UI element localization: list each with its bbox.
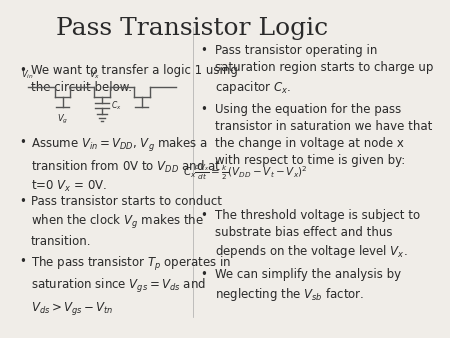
Text: •: • bbox=[200, 268, 207, 281]
Text: Assume $V_{in} = V_{DD}$, $V_g$ makes a
transition from 0V to $V_{DD}$ and at
t=: Assume $V_{in} = V_{DD}$, $V_g$ makes a … bbox=[31, 136, 220, 194]
Text: We can simplify the analysis by
neglecting the $V_{sb}$ factor.: We can simplify the analysis by neglecti… bbox=[215, 268, 401, 303]
Text: •: • bbox=[200, 44, 207, 57]
Text: •: • bbox=[19, 255, 26, 268]
Text: Pass transistor starts to conduct
when the clock $V_g$ makes the
transition.: Pass transistor starts to conduct when t… bbox=[31, 195, 221, 248]
Text: Using the equation for the pass
transistor in saturation we have that
the change: Using the equation for the pass transist… bbox=[215, 103, 432, 167]
Text: $C_x \frac{dV_x}{dt} = \frac{k}{2}(V_{DD} - V_t - V_x)^2$: $C_x \frac{dV_x}{dt} = \frac{k}{2}(V_{DD… bbox=[183, 162, 308, 182]
Text: The pass transistor $T_p$ operates in
saturation since $V_{gs} = V_{ds}$ and
$V_: The pass transistor $T_p$ operates in sa… bbox=[31, 255, 230, 317]
Text: •: • bbox=[200, 209, 207, 222]
Text: Pass transistor operating in
saturation region starts to charge up
capacitor $C_: Pass transistor operating in saturation … bbox=[215, 44, 433, 96]
Text: We want to transfer a logic 1 using
the circuit below.: We want to transfer a logic 1 using the … bbox=[31, 64, 238, 94]
Text: •: • bbox=[19, 64, 26, 76]
Text: Pass Transistor Logic: Pass Transistor Logic bbox=[57, 17, 328, 40]
Text: •: • bbox=[19, 195, 26, 208]
Text: •: • bbox=[19, 136, 26, 149]
Text: The threshold voltage is subject to
substrate bias effect and thus
depends on th: The threshold voltage is subject to subs… bbox=[215, 209, 420, 260]
Text: •: • bbox=[200, 103, 207, 116]
